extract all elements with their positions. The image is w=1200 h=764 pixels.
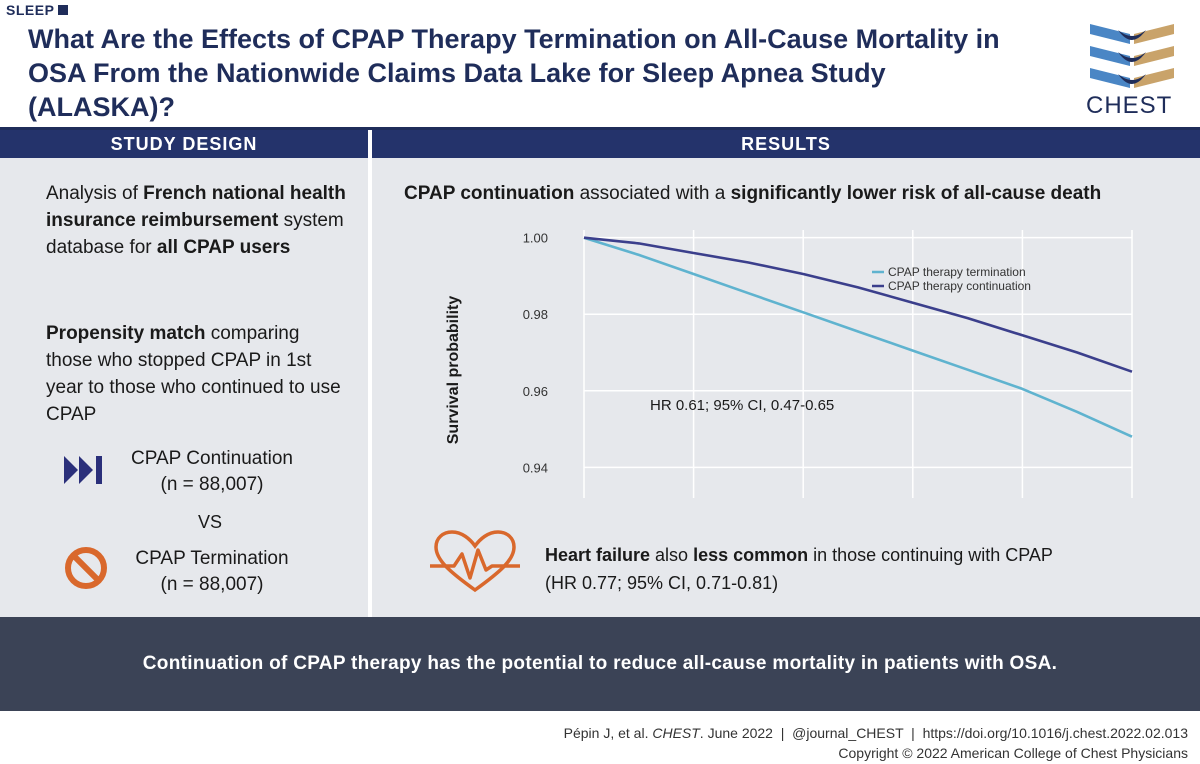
chart-series [583, 236, 1133, 438]
study-design-heading: STUDY DESIGN [0, 130, 368, 158]
header-divider [0, 127, 1200, 130]
hf-text-c: less common [693, 545, 809, 565]
vs-label: VS [197, 512, 222, 532]
p2-text-a: Propensity match [46, 323, 206, 344]
hf-text-e: (HR 0.77; 95% CI, 0.71-0.81) [545, 573, 779, 593]
results-heading: RESULTS [372, 130, 1200, 158]
group-termination-label: CPAP Termination [135, 548, 289, 569]
citation-copyright: Copyright © 2022 American College of Che… [838, 745, 1188, 761]
fast-forward-icon [64, 456, 102, 484]
heart-failure-text: Heart failure also less common in those … [545, 541, 1053, 597]
heart-pulse-icon [430, 530, 520, 593]
chart-y-tick-label: 0.94 [523, 460, 548, 475]
chart-y-tick-label: 0.96 [523, 384, 548, 399]
citation-details: . June 2022 | @journal_CHEST | https://d… [699, 725, 1188, 741]
headline-text-a: CPAP continuation [404, 183, 575, 204]
headline-text-c: significantly lower risk of all-cause de… [730, 183, 1102, 204]
chest-logo-icon [1090, 24, 1174, 88]
category-label: SLEEP [6, 2, 69, 18]
p1-text-d: all CPAP users [156, 237, 291, 258]
design-paragraph-2: Propensity match comparing those who sto… [46, 320, 346, 428]
page-title: What Are the Effects of CPAP Therapy Ter… [28, 24, 1000, 122]
p1-text-b: French national health insurance reimbur… [46, 183, 346, 231]
group-continuation-label: CPAP Continuation [131, 448, 293, 469]
category-text: SLEEP [6, 2, 55, 18]
group-continuation: CPAP Continuation (n = 88,007) [112, 448, 312, 496]
citation-journal: CHEST [652, 725, 700, 741]
p2-text-b: comparing those who stopped CPAP in 1st … [46, 323, 341, 425]
group-termination: CPAP Termination (n = 88,007) [112, 548, 312, 596]
p1-text-c: system database for [46, 210, 344, 258]
chart-y-axis-label: Survival probability [445, 296, 462, 445]
conclusion-text: Continuation of CPAP therapy has the pot… [142, 653, 1058, 674]
chart-legend-label: CPAP therapy continuation [888, 279, 1031, 293]
study-design-panel: STUDY DESIGN [0, 130, 368, 617]
chart-annotation: HR 0.61; 95% CI, 0.47-0.65 [650, 397, 834, 414]
results-headline: CPAP continuation associated with a sign… [404, 183, 1101, 205]
headline-text-b: associated with a [574, 183, 731, 204]
hf-text-b: also [650, 545, 694, 565]
citation: Pépin J, et al. CHEST. June 2022 | @jour… [564, 723, 1188, 763]
hf-text-a: Heart failure [545, 545, 651, 565]
survival-chart: 0.94 0.96 0.98 1.00 Survival probability CP… [445, 230, 1133, 498]
design-paragraph-1: Analysis of French national health insur… [46, 180, 346, 261]
group-continuation-n: (n = 88,007) [160, 474, 264, 495]
chart-y-tick-label: 1.00 [523, 231, 548, 246]
logo-text: CHEST [1086, 92, 1173, 119]
prohibited-icon [65, 547, 107, 589]
chart-y-ticks: 0.94 0.96 0.98 1.00 [523, 231, 548, 476]
chart-grid [583, 230, 1133, 498]
citation-authors: Pépin J, et al. [563, 725, 653, 741]
category-square-icon [58, 5, 69, 15]
chart-series-line-continuation [583, 236, 1133, 373]
chart-legend-label: CPAP therapy termination [888, 265, 1026, 279]
chart-y-tick-label: 0.98 [523, 307, 548, 322]
group-termination-n: (n = 88,007) [160, 574, 264, 595]
chart-series-line-termination [583, 236, 1133, 438]
p1-text-a: Analysis of [46, 183, 144, 204]
hf-text-d: in those continuing with CPAP [808, 545, 1053, 565]
conclusion-band [0, 617, 1200, 711]
header: SLEEP What Are the Effects of CPAP Thera… [0, 0, 1200, 130]
